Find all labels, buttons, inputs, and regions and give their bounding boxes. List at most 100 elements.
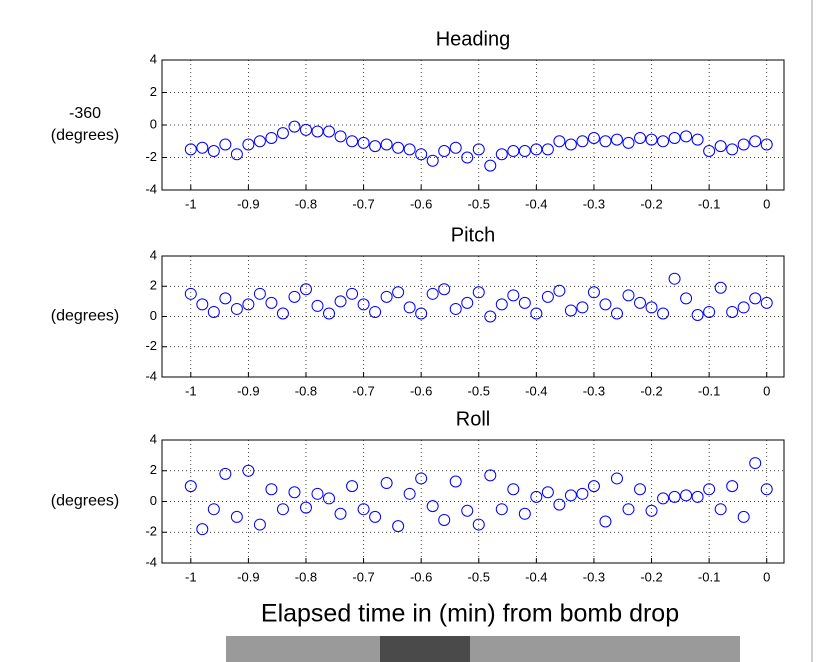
y-axis-label: (degrees) — [51, 127, 119, 144]
data-point — [219, 292, 232, 305]
data-point — [369, 510, 382, 523]
data-point — [184, 480, 197, 493]
x-tick-label: -0.8 — [295, 569, 317, 584]
data-point — [288, 290, 301, 303]
data-point — [599, 135, 612, 148]
x-tick-label: -0.3 — [583, 569, 605, 584]
data-point — [703, 483, 716, 496]
data-point — [415, 472, 428, 485]
x-tick-label: -0.8 — [295, 196, 317, 211]
chart-title: Roll — [456, 408, 490, 430]
x-tick-label: 0 — [763, 383, 770, 398]
data-point — [253, 287, 266, 300]
data-point — [253, 518, 266, 531]
data-point — [196, 141, 209, 154]
data-point — [219, 467, 232, 480]
data-point — [299, 283, 312, 296]
data-point — [703, 145, 716, 157]
data-point — [714, 503, 727, 516]
data-point — [403, 143, 416, 156]
data-point — [680, 489, 693, 502]
data-point — [691, 490, 704, 503]
data-point — [634, 132, 647, 144]
data-point — [403, 487, 416, 500]
plot-frame — [161, 59, 785, 191]
data-point — [587, 286, 600, 299]
data-point — [657, 492, 670, 505]
data-point — [323, 307, 336, 320]
data-point — [230, 510, 243, 523]
data-point — [426, 500, 439, 513]
data-point — [564, 489, 577, 502]
data-point — [507, 289, 520, 302]
data-point — [403, 301, 416, 314]
data-point — [599, 298, 612, 311]
x-tick-label: -0.9 — [237, 569, 259, 584]
y-tick-label: -4 — [145, 181, 157, 196]
data-point — [472, 286, 485, 299]
x-tick-label: -0.3 — [583, 383, 605, 398]
data-point — [438, 513, 451, 526]
y-tick-label: -2 — [145, 338, 157, 353]
data-point — [691, 133, 704, 146]
data-point — [299, 501, 312, 514]
x-tick-label: -0.5 — [468, 196, 490, 211]
data-point — [622, 136, 635, 149]
data-point — [587, 480, 600, 493]
data-point — [726, 305, 739, 318]
x-tick-label: -0.4 — [525, 569, 547, 584]
data-point — [541, 486, 554, 499]
x-tick-label: -0.7 — [352, 569, 374, 584]
x-tick-label: -0.3 — [583, 196, 605, 211]
y-tick-label: 4 — [150, 247, 157, 262]
data-point — [564, 138, 577, 151]
data-point — [438, 283, 451, 296]
data-point — [680, 130, 693, 143]
data-point — [311, 299, 324, 312]
x-tick-label: -0.8 — [295, 383, 317, 398]
data-point — [634, 483, 647, 496]
data-point — [346, 287, 359, 300]
y-tick-label: 4 — [150, 51, 157, 66]
data-point — [495, 503, 508, 516]
data-point — [587, 132, 600, 144]
data-point — [357, 298, 370, 311]
data-point — [426, 154, 439, 167]
data-point — [737, 510, 750, 523]
data-point — [749, 292, 762, 305]
data-point — [265, 483, 278, 496]
x-tick-label: -0.2 — [640, 383, 662, 398]
data-point — [461, 151, 474, 164]
data-point — [299, 123, 312, 136]
data-point — [196, 298, 209, 311]
data-point — [530, 307, 543, 320]
plot-area — [162, 440, 784, 563]
data-point — [484, 310, 497, 323]
data-point — [426, 287, 439, 300]
y-tick-label: 2 — [150, 462, 157, 477]
x-tick-label: -0.6 — [410, 383, 432, 398]
data-point — [657, 135, 670, 148]
data-point — [610, 133, 623, 146]
data-point — [288, 120, 301, 133]
plot-frame — [161, 255, 785, 378]
data-point — [657, 307, 670, 320]
data-point — [346, 480, 359, 493]
y-tick-label: 0 — [150, 308, 157, 323]
y-tick-label: -2 — [145, 524, 157, 539]
data-point — [449, 141, 462, 154]
x-tick-label: -0.7 — [352, 383, 374, 398]
plot-area — [162, 256, 784, 377]
x-tick-label: -0.9 — [237, 383, 259, 398]
data-point — [184, 143, 197, 156]
x-tick-label: -0.5 — [468, 569, 490, 584]
data-point — [484, 159, 497, 172]
y-tick-label: 2 — [150, 278, 157, 293]
data-point — [622, 503, 635, 516]
data-point — [668, 132, 681, 144]
data-point — [553, 135, 566, 148]
x-tick-label: -0.6 — [410, 196, 432, 211]
data-point — [726, 143, 739, 156]
